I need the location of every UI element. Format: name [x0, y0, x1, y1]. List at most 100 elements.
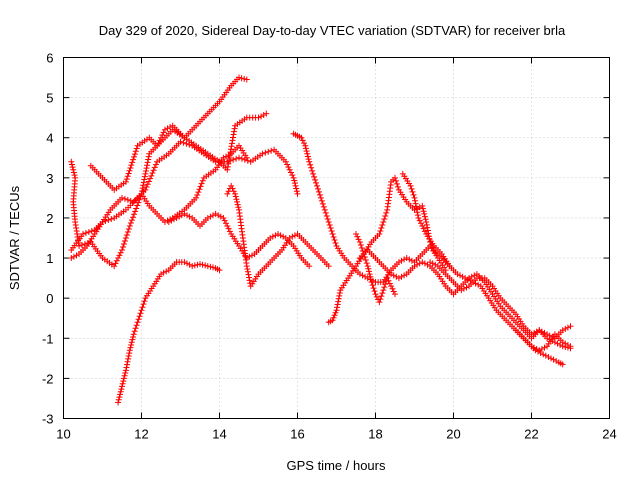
data-point	[230, 134, 237, 141]
data-point	[395, 275, 402, 282]
data-point	[307, 161, 314, 168]
data-point	[207, 263, 214, 270]
data-point	[533, 345, 540, 352]
data-point	[186, 213, 193, 220]
data-point	[244, 157, 251, 164]
data-point	[79, 242, 86, 249]
data-point	[332, 309, 339, 316]
data-point	[119, 247, 125, 254]
data-point	[420, 225, 427, 232]
data-point	[232, 190, 239, 197]
data-point	[123, 231, 130, 238]
data-point	[550, 356, 557, 363]
data-point	[407, 182, 414, 189]
series-trace-6	[165, 210, 313, 270]
data-point	[305, 156, 312, 163]
data-point	[132, 148, 139, 155]
data-point	[199, 261, 206, 268]
data-point	[321, 206, 328, 213]
data-point	[128, 341, 135, 348]
data-point	[368, 279, 375, 286]
x-tick-label: 22	[524, 427, 538, 442]
y-axis-label: SDTVAR / TECUs	[7, 185, 22, 290]
data-marks	[68, 74, 574, 406]
data-point	[421, 228, 428, 235]
data-point	[133, 205, 140, 212]
data-point	[326, 221, 333, 228]
data-point	[424, 227, 431, 234]
y-tick-label: 2	[46, 211, 53, 226]
y-tick-label: 5	[46, 91, 53, 106]
data-point	[68, 158, 75, 165]
data-point	[119, 194, 125, 201]
data-point	[379, 290, 386, 297]
y-tick-label: 0	[46, 291, 53, 306]
data-point	[194, 261, 201, 268]
data-point	[309, 167, 316, 174]
data-point	[259, 150, 266, 157]
data-point	[125, 353, 132, 360]
data-point	[310, 170, 317, 177]
data-point	[243, 76, 250, 83]
data-point	[173, 214, 180, 221]
data-point	[330, 314, 337, 321]
data-point	[258, 113, 265, 120]
series-trace-1	[68, 74, 250, 270]
data-point	[142, 186, 149, 193]
data-point	[117, 388, 124, 395]
data-point	[224, 163, 231, 170]
data-point	[115, 255, 122, 262]
data-point	[528, 331, 535, 338]
data-point	[186, 141, 193, 148]
data-point	[267, 235, 274, 241]
data-point	[320, 203, 327, 210]
data-point	[335, 298, 342, 305]
data-point	[199, 177, 206, 184]
data-point	[68, 161, 75, 168]
data-point	[411, 194, 418, 201]
data-point	[432, 261, 439, 268]
data-point	[129, 214, 136, 221]
data-point	[135, 199, 142, 206]
data-point	[542, 352, 549, 359]
data-point	[386, 280, 393, 287]
y-axis-ticks: -3 -2 -1 0 1 2 3 4 5 6	[42, 51, 610, 427]
data-point	[335, 295, 342, 302]
data-point	[202, 262, 209, 269]
data-point	[559, 327, 566, 334]
data-point	[125, 170, 132, 177]
data-point	[370, 285, 377, 292]
data-point	[88, 227, 95, 234]
data-point	[231, 125, 238, 132]
data-point	[194, 192, 201, 199]
data-point	[378, 293, 385, 300]
data-point	[117, 249, 124, 256]
data-point	[159, 132, 166, 139]
data-point	[419, 202, 426, 209]
data-point	[230, 188, 237, 195]
data-point	[398, 257, 405, 264]
data-point	[548, 355, 554, 362]
data-point	[394, 183, 401, 190]
data-point	[150, 167, 157, 174]
data-point	[304, 150, 311, 157]
data-point	[419, 205, 426, 212]
data-point	[291, 177, 298, 184]
data-point	[228, 140, 235, 147]
data-point	[269, 233, 276, 240]
data-point	[263, 110, 270, 117]
data-point	[564, 341, 571, 348]
series-trace-13	[512, 327, 574, 354]
data-point	[112, 260, 119, 267]
data-point	[70, 166, 77, 173]
data-point	[331, 312, 338, 319]
data-point	[116, 252, 123, 259]
data-point	[353, 230, 359, 237]
data-point	[115, 399, 122, 406]
data-point	[302, 145, 309, 152]
data-point	[408, 257, 415, 264]
data-point	[382, 281, 389, 288]
data-point	[303, 148, 310, 155]
data-point	[154, 142, 161, 149]
data-point	[119, 380, 126, 387]
